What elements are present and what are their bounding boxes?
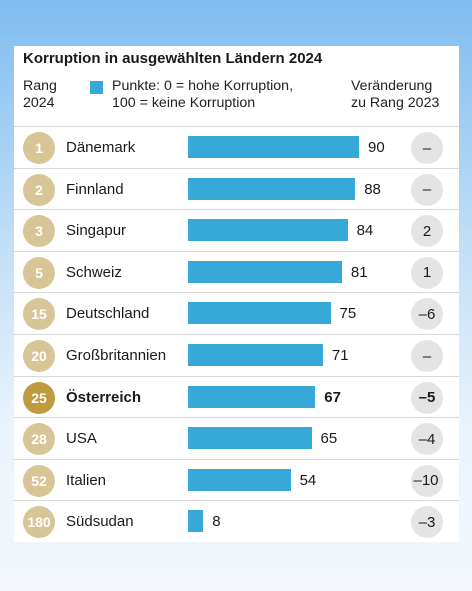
rank-change-badge: 2 <box>411 215 443 248</box>
country-label: Italien <box>66 471 107 489</box>
legend-line2: 100 = keine Korruption <box>112 95 256 111</box>
table-row: 15 Deutschland 75 –6 <box>14 292 459 335</box>
legend-text: Punkte: 0 = hohe Korruption, 100 = keine… <box>112 78 293 112</box>
score-value-label: 84 <box>356 222 374 240</box>
legend-line1: Punkte: 0 = hohe Korruption, <box>112 78 294 94</box>
rank-badge: 25 <box>23 381 55 414</box>
table-row: 20 Großbritannien 71 – <box>14 334 459 377</box>
country-label: Südsudan <box>66 513 134 531</box>
score-bar <box>188 302 331 325</box>
chart-card: Korruption in ausgewählten Ländern 2024 … <box>14 46 459 542</box>
rank-badge: 15 <box>23 298 55 331</box>
rank-change-badge: –4 <box>411 423 443 456</box>
country-label: Finnland <box>66 180 124 198</box>
score-value-label: 8 <box>212 513 221 531</box>
table-row: 3 Singapur 84 2 <box>14 209 459 252</box>
country-label: Österreich <box>66 388 142 406</box>
legend-swatch <box>90 81 103 94</box>
rank-header-line1: Rang <box>23 78 57 94</box>
table-row: 28 USA 65 –4 <box>14 417 459 460</box>
rank-badge: 52 <box>23 464 55 497</box>
chart-title: Korruption in ausgewählten Ländern 2024 <box>23 50 323 67</box>
rank-change-value: 2 <box>422 222 432 240</box>
rank-change-value: –5 <box>418 389 436 407</box>
score-value-label: 90 <box>368 139 385 156</box>
score-value-label: 75 <box>339 305 357 323</box>
change-header-line2: zu Rang 2023 <box>351 95 440 111</box>
score-bar <box>188 427 312 450</box>
table-row: 52 Italien 54 –10 <box>14 458 459 502</box>
rank-change-badge: 1 <box>411 256 443 289</box>
score-value-label: 81 <box>350 263 368 281</box>
change-header: Veränderung zu Rang 2023 <box>351 78 439 112</box>
score-bar <box>188 136 359 158</box>
table-row: 2 Finnland 88 – <box>14 167 459 211</box>
rank-badge: 5 <box>23 256 55 289</box>
rank-change-badge: –5 <box>411 381 443 414</box>
rank-change-value: – <box>422 347 432 365</box>
score-bar <box>188 344 323 366</box>
score-value-label: 67 <box>324 388 341 406</box>
rank-badge: 1 <box>23 132 55 164</box>
table-row: 1 Dänemark 90 – <box>14 126 459 169</box>
rank-header: Rang 2024 <box>23 78 57 112</box>
country-label: USA <box>66 430 97 448</box>
rank-change-badge: – <box>411 340 443 372</box>
rank-header-line2: 2024 <box>23 95 55 111</box>
score-bar <box>188 177 356 200</box>
rank-badge: 20 <box>23 340 55 372</box>
rank-badge: 180 <box>23 506 55 539</box>
score-value-label: 88 <box>364 180 381 198</box>
score-bar <box>188 385 316 408</box>
table-row: 25 Österreich 67 –5 <box>14 375 459 419</box>
table-row: 5 Schweiz 81 1 <box>14 250 459 294</box>
rank-change-value: – <box>422 139 432 157</box>
rank-change-value: –3 <box>418 513 436 531</box>
score-bar <box>188 468 291 491</box>
table-row: 180 Südsudan 8 –3 <box>14 500 459 543</box>
rank-change-value: –4 <box>418 430 436 448</box>
score-bar <box>188 510 204 533</box>
rank-change-value: –10 <box>413 472 439 490</box>
rank-change-value: –6 <box>418 305 436 323</box>
country-label: Großbritannien <box>66 347 167 364</box>
country-label: Singapur <box>66 222 127 240</box>
rank-change-badge: – <box>411 173 443 206</box>
rank-change-badge: –3 <box>411 506 443 539</box>
score-value-label: 54 <box>299 471 317 489</box>
rank-badge: 2 <box>23 173 55 206</box>
score-value-label: 71 <box>331 347 349 364</box>
score-bar <box>188 260 342 283</box>
rank-change-badge: –10 <box>411 464 443 497</box>
rank-change-value: – <box>422 181 432 199</box>
rank-change-badge: –6 <box>411 298 443 331</box>
score-value-label: 65 <box>320 430 338 448</box>
country-label: Dänemark <box>66 139 136 156</box>
rank-change-value: 1 <box>422 264 432 282</box>
rank-badge: 28 <box>23 423 55 456</box>
change-header-line1: Veränderung <box>351 78 433 94</box>
rank-badge: 3 <box>23 215 55 248</box>
score-bar <box>188 219 348 242</box>
country-label: Schweiz <box>66 263 122 281</box>
country-label: Deutschland <box>66 305 150 323</box>
rank-change-badge: – <box>411 132 443 164</box>
